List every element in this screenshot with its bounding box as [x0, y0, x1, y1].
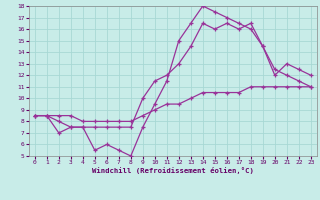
X-axis label: Windchill (Refroidissement éolien,°C): Windchill (Refroidissement éolien,°C) — [92, 167, 254, 174]
